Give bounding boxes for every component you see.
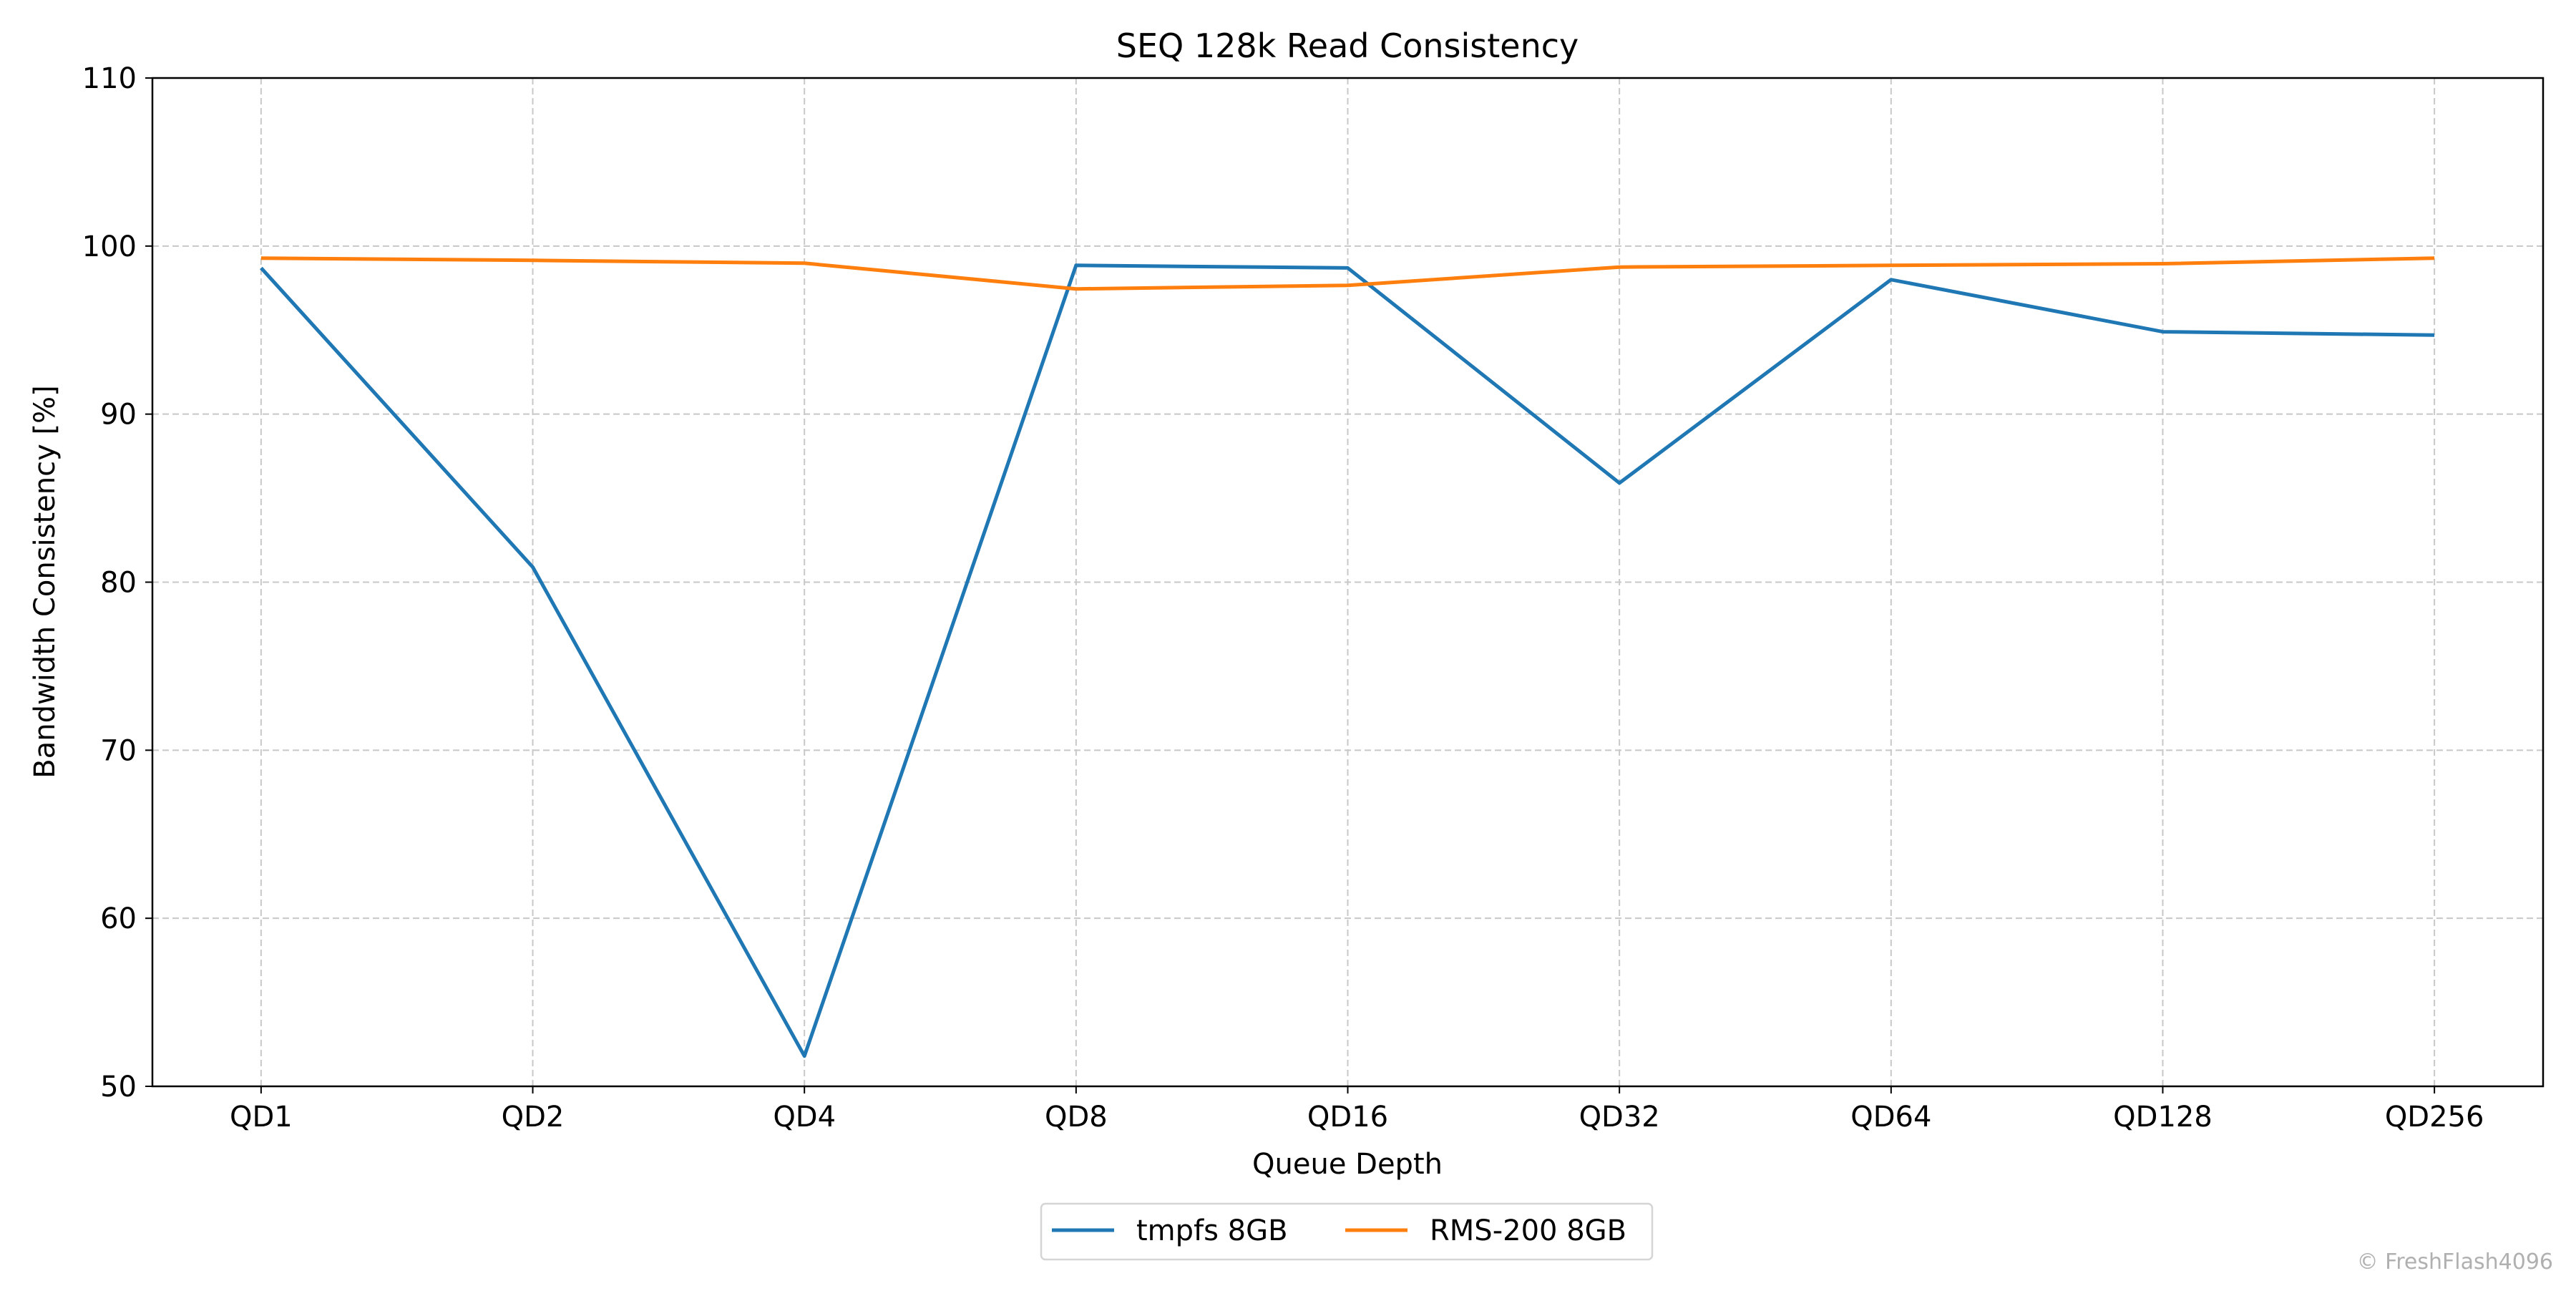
y-tick-label: 70 (100, 734, 137, 767)
y-tick-label: 80 (100, 567, 137, 600)
grid-lines (152, 77, 2543, 1087)
legend-label-rms200: RMS-200 8GB (1430, 1214, 1626, 1247)
x-tick-label: QD1 (230, 1101, 293, 1134)
y-axis-ticks: 50 60 70 80 90 100 110 (82, 62, 152, 1104)
series-line-tmpfs (260, 263, 2435, 1058)
x-tick-label: QD32 (1579, 1101, 1660, 1134)
x-tick-label: QD2 (502, 1101, 565, 1134)
y-tick-label: 60 (100, 902, 137, 935)
legend-label-tmpfs: tmpfs 8GB (1136, 1214, 1288, 1247)
chart-title: SEQ 128k Read Consistency (1116, 26, 1579, 65)
x-tick-label: QD256 (2385, 1101, 2484, 1134)
y-tick-label: 50 (100, 1071, 137, 1104)
x-tick-label: QD64 (1850, 1101, 1931, 1134)
x-axis-label: Queue Depth (1252, 1148, 1443, 1181)
x-tick-label: QD8 (1045, 1101, 1108, 1134)
x-tick-label: QD16 (1307, 1101, 1388, 1134)
x-axis-ticks: QD1 QD2 QD4 QD8 QD16 QD32 QD64 QD128 QD256 (230, 1086, 2484, 1134)
x-tick-label: QD128 (2113, 1101, 2212, 1134)
y-tick-label: 90 (100, 399, 137, 432)
series-line-rms200 (260, 256, 2435, 291)
y-tick-label: 100 (82, 230, 137, 263)
watermark: © FreshFlash4096 (2357, 1249, 2553, 1275)
y-axis-label: Bandwidth Consistency [%] (29, 385, 62, 778)
series-lines (260, 256, 2435, 1058)
legend: tmpfs 8GB RMS-200 8GB (1040, 1202, 1654, 1261)
y-tick-label: 110 (82, 62, 137, 95)
x-tick-label: QD4 (773, 1101, 836, 1134)
